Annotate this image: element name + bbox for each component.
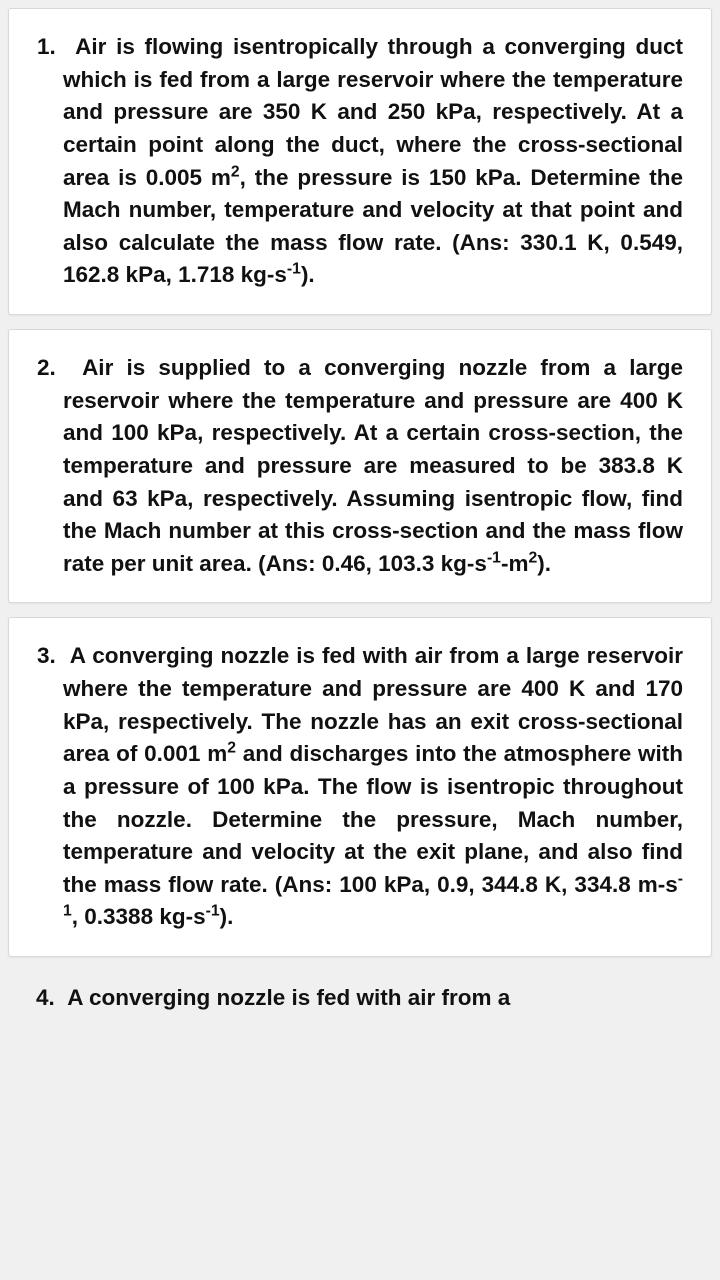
question-2: 2. Air is supplied to a converging nozzl… [37,352,683,580]
question-number: 3. [37,643,56,668]
question-card-2: 2. Air is supplied to a converging nozzl… [8,329,712,603]
question-body: A converging nozzle is fed with air from… [63,643,683,929]
question-body: Air is supplied to a converging nozzle f… [63,355,683,576]
question-card-3: 3. A converging nozzle is fed with air f… [8,617,712,957]
question-1: 1. Air is flowing isentropically through… [37,31,683,292]
question-body: Air is flowing isentropically through a … [63,34,683,287]
question-body: A converging nozzle is fed with air from… [67,985,510,1010]
question-3: 3. A converging nozzle is fed with air f… [37,640,683,934]
question-number: 2. [37,355,56,380]
question-number: 4. [36,985,55,1010]
question-card-1: 1. Air is flowing isentropically through… [8,8,712,315]
question-number: 1. [37,34,56,59]
question-4-partial: 4. A converging nozzle is fed with air f… [8,971,712,1011]
